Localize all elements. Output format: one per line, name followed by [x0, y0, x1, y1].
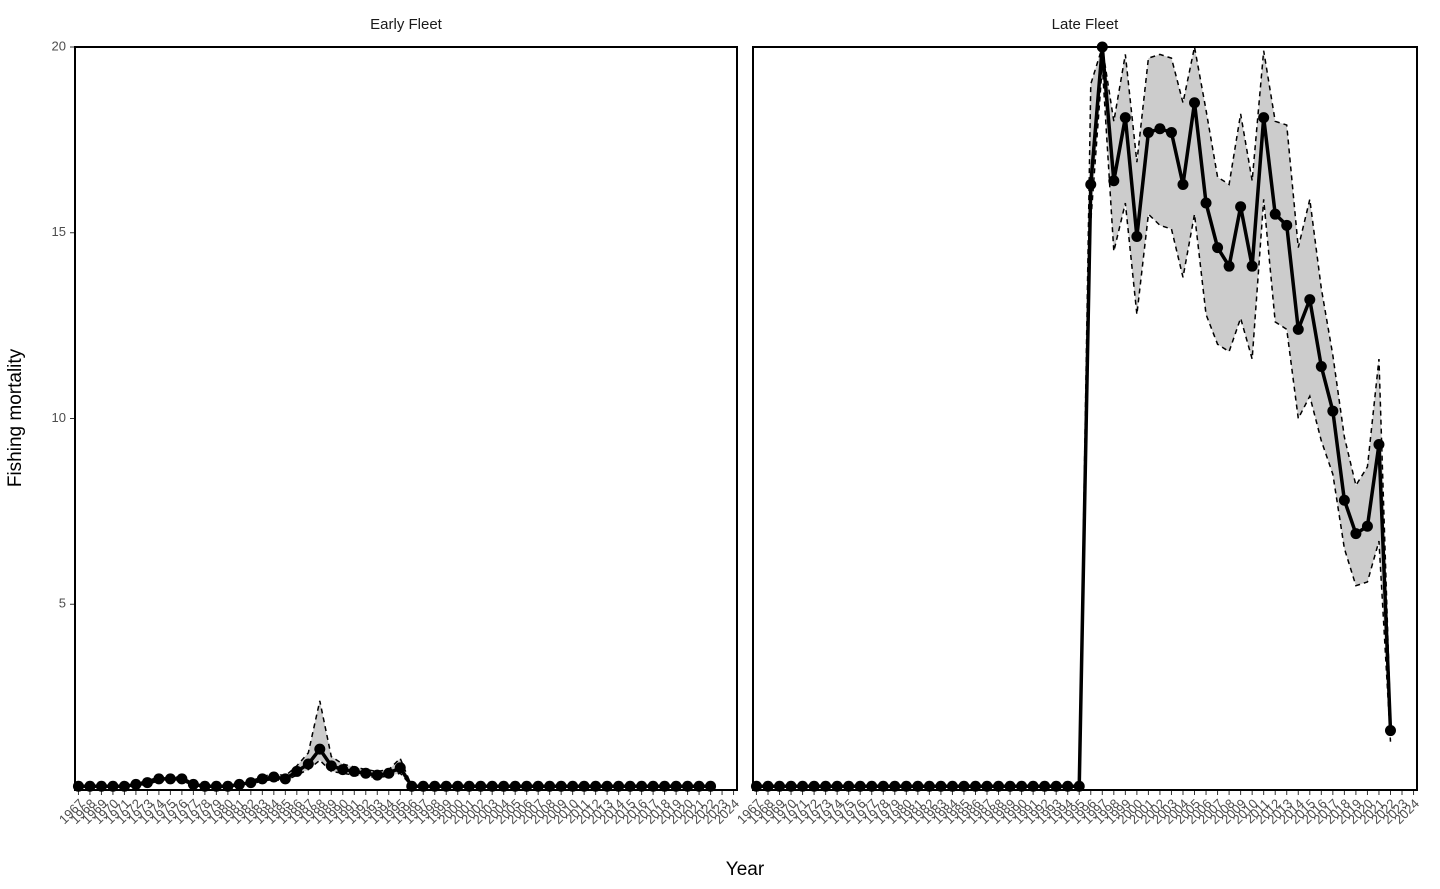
point: [1304, 294, 1316, 306]
confidence-band: [756, 47, 1391, 787]
y-tick-label: 20: [52, 38, 66, 53]
point: [256, 773, 268, 785]
upper-bound: [756, 47, 1392, 788]
point: [394, 762, 406, 774]
point: [1154, 123, 1166, 135]
point: [1212, 242, 1224, 254]
point: [1384, 725, 1396, 737]
x-axis-title: Year: [726, 859, 765, 880]
point: [268, 771, 280, 783]
point: [1119, 112, 1131, 124]
point: [291, 765, 303, 777]
point: [1165, 126, 1177, 138]
point: [314, 743, 326, 755]
point: [1258, 112, 1270, 124]
upper-bound: [78, 700, 711, 788]
point: [153, 773, 165, 785]
point: [130, 778, 142, 790]
point: [1131, 230, 1143, 242]
lower-bound: [756, 65, 1392, 788]
point: [1373, 439, 1385, 451]
point: [371, 769, 383, 781]
point: [164, 773, 176, 785]
point: [187, 778, 199, 790]
point: [141, 777, 153, 789]
point: [1085, 178, 1097, 190]
point: [1327, 405, 1339, 417]
point: [1235, 201, 1247, 213]
point: [1315, 360, 1327, 372]
point: [1177, 178, 1189, 190]
point: [302, 758, 314, 770]
point: [1338, 494, 1350, 506]
point: [1142, 126, 1154, 138]
confidence-band: [78, 700, 711, 787]
point: [1189, 97, 1201, 109]
point: [1361, 520, 1373, 532]
point: [1350, 528, 1362, 540]
panel: [78, 700, 711, 789]
facet-title: Late Fleet: [1052, 16, 1120, 33]
y-tick-label: 15: [52, 224, 66, 239]
point: [233, 778, 245, 790]
point: [1223, 260, 1235, 272]
line: [756, 47, 1393, 789]
point: [348, 765, 360, 777]
point: [1281, 219, 1293, 231]
point: [1200, 197, 1212, 209]
facet-title: Early Fleet: [370, 16, 443, 33]
point: [325, 760, 337, 772]
point: [1292, 323, 1304, 335]
y-axis-title: Fishing mortality: [5, 348, 26, 487]
point: [1269, 208, 1281, 220]
point: [383, 767, 395, 779]
y-tick-label: 5: [59, 596, 66, 611]
panel-border: [74, 46, 738, 791]
point: [279, 773, 291, 785]
point: [1108, 175, 1120, 187]
point: [245, 777, 257, 789]
point: [360, 767, 372, 779]
panel: [756, 47, 1393, 789]
point: [176, 773, 188, 785]
panel-border: [752, 46, 1418, 791]
y-tick-label: 10: [52, 410, 66, 425]
point: [1246, 260, 1258, 272]
point: [337, 764, 349, 776]
